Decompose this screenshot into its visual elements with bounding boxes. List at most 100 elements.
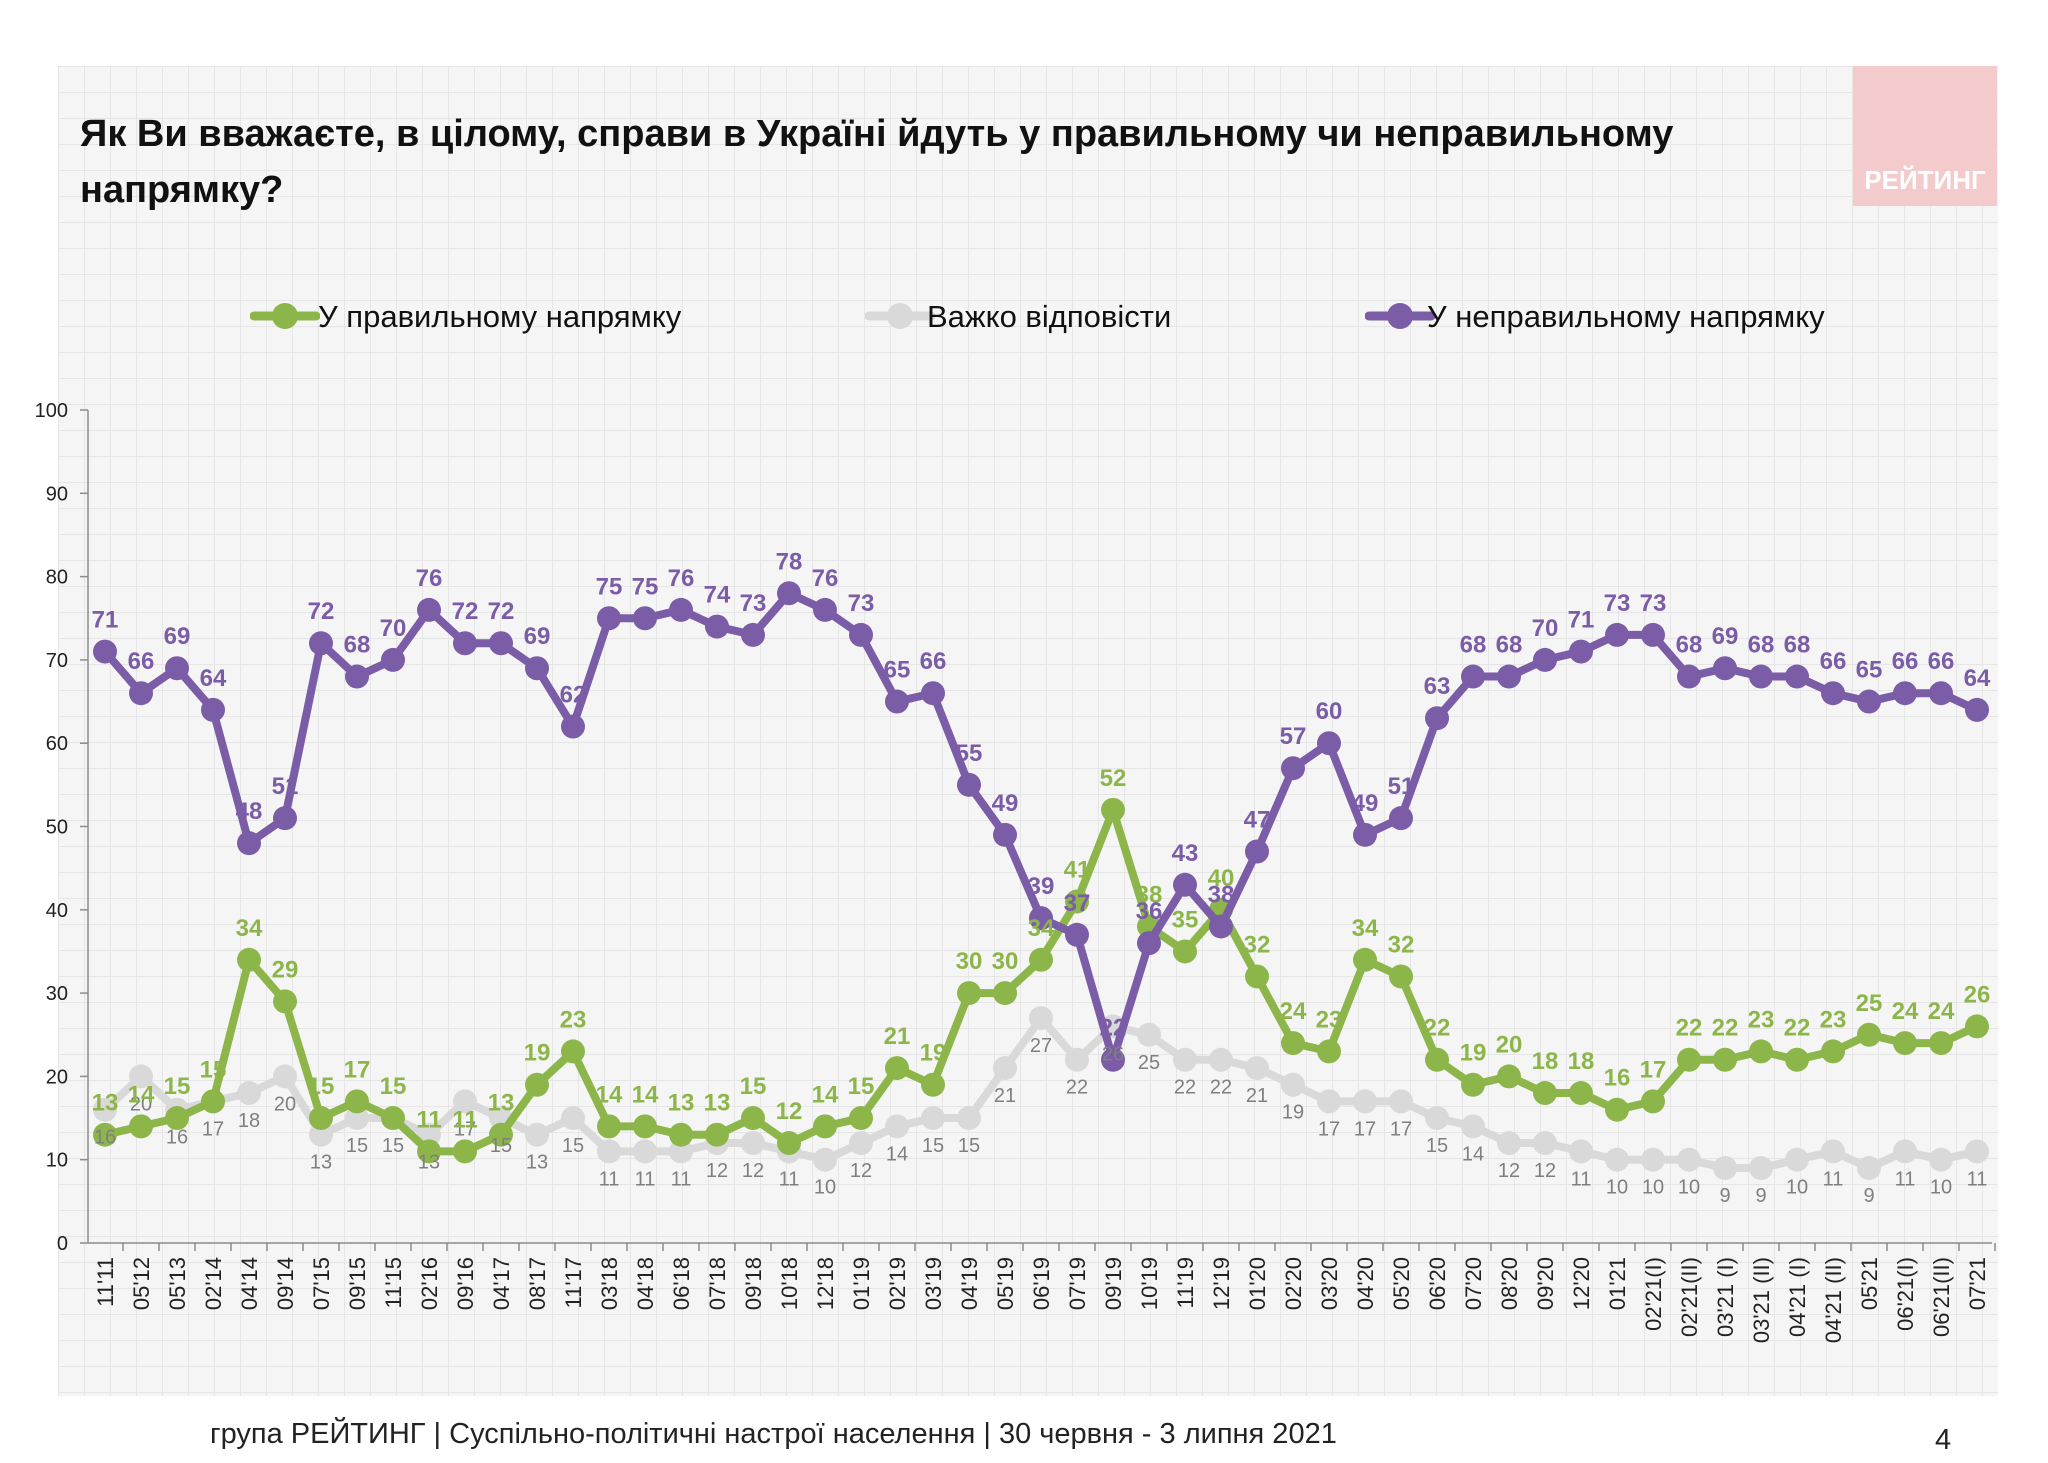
data-point-wrong <box>849 622 873 647</box>
data-point-hard <box>1965 1139 1989 1164</box>
data-label-right: 40 <box>1208 865 1235 892</box>
data-point-right <box>201 1089 225 1114</box>
data-point-right <box>489 1122 513 1147</box>
x-tick-label: 11'15 <box>381 1257 406 1309</box>
data-label-right: 23 <box>1748 1006 1775 1033</box>
data-point-right <box>1857 1022 1881 1047</box>
data-point-right <box>1317 1039 1341 1064</box>
data-point-wrong <box>669 597 693 622</box>
data-label-wrong: 71 <box>1568 607 1595 634</box>
x-tick-label: 02'20 <box>1281 1257 1306 1310</box>
data-label-wrong: 57 <box>1280 723 1307 750</box>
data-point-hard <box>1317 1089 1341 1114</box>
x-tick-label: 06'20 <box>1425 1257 1450 1310</box>
data-label-right: 15 <box>164 1073 191 1100</box>
data-point-right <box>849 1106 873 1131</box>
x-tick-label: 03'21 (II) <box>1749 1257 1774 1343</box>
data-point-right <box>237 947 261 972</box>
x-tick-label: 03'21 (I) <box>1713 1257 1738 1337</box>
data-label-hard: 18 <box>238 1110 260 1132</box>
data-label-hard: 11 <box>1823 1168 1844 1190</box>
legend-marker-hard-icon <box>865 303 935 329</box>
data-point-hard <box>957 1106 981 1131</box>
data-point-hard <box>885 1114 909 1139</box>
data-label-hard: 9 <box>1755 1185 1766 1207</box>
data-point-right <box>633 1114 657 1139</box>
data-label-right: 32 <box>1388 931 1415 958</box>
data-label-right: 14 <box>128 1081 155 1108</box>
data-point-wrong <box>633 606 657 631</box>
data-label-hard: 12 <box>850 1160 872 1182</box>
data-label-hard: 11 <box>1967 1168 1988 1190</box>
data-label-hard: 10 <box>1606 1177 1628 1199</box>
data-label-wrong: 75 <box>632 573 659 600</box>
data-label-hard: 15 <box>922 1135 944 1157</box>
data-label-wrong: 72 <box>308 598 335 625</box>
data-label-hard: 17 <box>454 1118 476 1140</box>
x-tick-label: 03'19 <box>921 1257 946 1310</box>
data-point-right <box>741 1106 765 1131</box>
data-point-wrong <box>201 697 225 722</box>
data-label-wrong: 64 <box>200 665 227 692</box>
rating-logo: РЕЙТИНГ <box>1853 66 1997 206</box>
y-tick-label: 50 <box>46 817 68 839</box>
data-point-wrong <box>129 681 153 706</box>
x-tick-label: 03'18 <box>597 1257 622 1310</box>
data-label-hard: 12 <box>706 1160 728 1182</box>
data-label-right: 24 <box>1280 998 1307 1025</box>
data-label-wrong: 51 <box>1388 773 1415 800</box>
data-label-right: 20 <box>1496 1031 1523 1058</box>
x-tick-label: 09'20 <box>1533 1257 1558 1310</box>
x-tick-label: 12'18 <box>813 1257 838 1310</box>
data-point-right <box>417 1139 441 1164</box>
data-label-right: 24 <box>1892 998 1919 1025</box>
data-point-hard <box>1425 1106 1449 1131</box>
data-label-hard: 22 <box>1174 1077 1196 1099</box>
data-label-hard: 15 <box>1426 1135 1448 1157</box>
data-point-wrong <box>1389 806 1413 831</box>
data-label-wrong: 73 <box>848 590 875 617</box>
data-point-wrong <box>1929 681 1953 706</box>
data-point-hard <box>1461 1114 1485 1139</box>
data-point-wrong <box>597 606 621 631</box>
data-point-hard <box>741 1131 765 1156</box>
x-tick-label: 06'21(I) <box>1893 1257 1918 1331</box>
data-point-hard <box>345 1106 369 1131</box>
y-tick-label: 0 <box>57 1233 68 1255</box>
x-tick-label: 04'14 <box>237 1257 262 1310</box>
x-tick-label: 04'21 (II) <box>1821 1257 1846 1343</box>
data-point-wrong <box>1029 906 1053 931</box>
x-tick-label: 01'21 <box>1605 1257 1630 1310</box>
data-point-hard <box>1173 1047 1197 1072</box>
data-point-right <box>885 1056 909 1081</box>
data-point-right <box>1353 947 1377 972</box>
legend-marker-right-icon <box>250 303 320 329</box>
data-point-right <box>1029 947 1053 972</box>
data-label-right: 21 <box>884 1023 911 1050</box>
data-label-right: 19 <box>524 1040 551 1067</box>
data-label-wrong: 47 <box>1244 806 1271 833</box>
data-label-wrong: 74 <box>704 582 731 609</box>
data-label-hard: 20 <box>130 1093 152 1115</box>
data-label-right: 24 <box>1928 998 1955 1025</box>
data-point-wrong <box>273 806 297 831</box>
data-point-wrong <box>1173 872 1197 897</box>
logo-text: РЕЙТИНГ <box>1864 165 1986 195</box>
data-label-right: 15 <box>308 1073 335 1100</box>
chart-panel <box>58 66 1998 1396</box>
data-point-right <box>921 1072 945 1097</box>
data-point-right <box>273 989 297 1014</box>
data-label-hard: 17 <box>1354 1118 1376 1140</box>
data-label-hard: 21 <box>994 1085 1016 1107</box>
data-point-right <box>669 1122 693 1147</box>
data-point-wrong <box>1749 664 1773 689</box>
data-point-wrong <box>1317 731 1341 756</box>
x-tick-label: 02'19 <box>885 1257 910 1310</box>
data-label-wrong: 66 <box>920 648 947 675</box>
data-label-wrong: 72 <box>488 598 515 625</box>
data-point-wrong <box>921 681 945 706</box>
data-label-right: 35 <box>1172 906 1199 933</box>
data-label-wrong: 76 <box>668 565 695 592</box>
data-point-right <box>525 1072 549 1097</box>
